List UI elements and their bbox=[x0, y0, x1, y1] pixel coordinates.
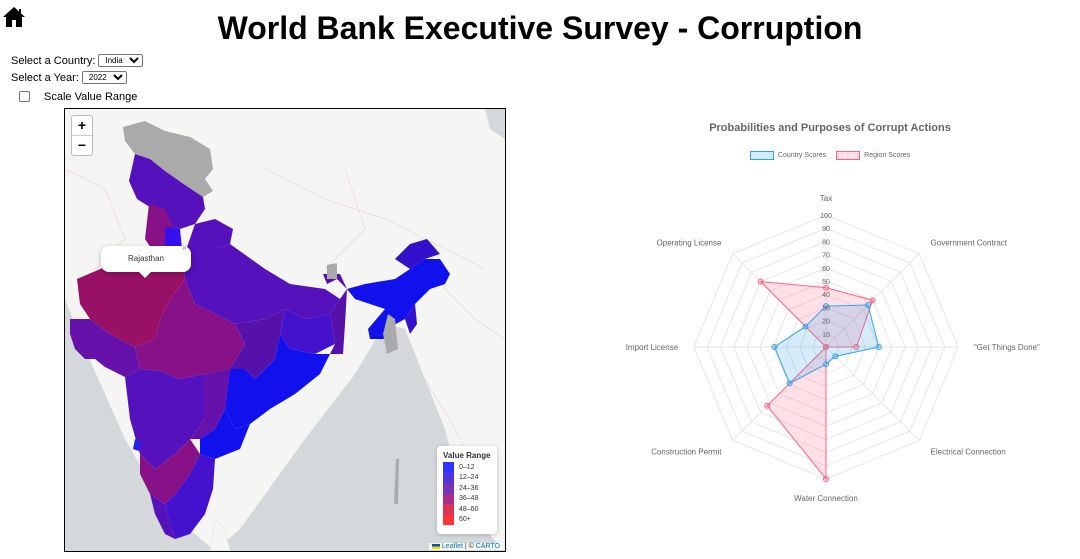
home-icon[interactable] bbox=[2, 6, 26, 28]
tick-label: 10 bbox=[822, 332, 830, 339]
state-popup: Rajasthan × bbox=[101, 243, 191, 278]
tick-label: 100 bbox=[820, 213, 832, 220]
tick-label: 60 bbox=[822, 266, 830, 273]
year-label: Select a Year: bbox=[11, 71, 79, 84]
legend-color-box bbox=[749, 151, 774, 160]
scale-value-range-checkbox[interactable] bbox=[19, 91, 30, 102]
tick-label: 90 bbox=[822, 226, 830, 233]
radar-chart: Probabilities and Purposes of Corrupt Ac… bbox=[600, 108, 1060, 554]
data-point[interactable] bbox=[823, 361, 829, 368]
legend-item: 36–48 bbox=[443, 493, 491, 504]
data-point[interactable] bbox=[786, 380, 793, 387]
data-point[interactable] bbox=[823, 344, 829, 350]
legend-label: 48–60 bbox=[459, 505, 479, 513]
popup-close-icon[interactable]: × bbox=[181, 243, 187, 253]
legend-item: 24–36 bbox=[443, 483, 491, 494]
zoom-in-button[interactable]: + bbox=[72, 116, 92, 136]
legend-label: 60+ bbox=[459, 516, 471, 524]
data-point[interactable] bbox=[771, 344, 778, 350]
controls-panel: Select a Country: India Select a Year: 2… bbox=[11, 52, 144, 105]
axis-line bbox=[825, 346, 920, 441]
country-label: Select a Country: bbox=[11, 54, 96, 67]
chart-legend-item[interactable]: Region Scores bbox=[836, 151, 910, 160]
radar-canvas[interactable]: 10 20 30 40 50 60 70 80 90 100 Tax Government Contr… bbox=[600, 108, 1060, 554]
axis-label: Tax bbox=[820, 194, 832, 203]
year-select[interactable]: 2022 bbox=[81, 71, 127, 84]
legend-item: 0–12 bbox=[443, 462, 491, 473]
page-title: World Bank Executive Survey - Corruption bbox=[217, 10, 863, 46]
axis-label: Electrical Connection bbox=[931, 448, 1006, 457]
ukraine-flag-icon bbox=[431, 543, 440, 549]
legend-swatch bbox=[443, 514, 454, 525]
data-point[interactable] bbox=[802, 323, 809, 330]
data-point[interactable] bbox=[764, 402, 771, 409]
legend-label: 12–24 bbox=[459, 474, 479, 482]
axis-label: Construction Permit bbox=[651, 448, 722, 457]
legend-label: 36–48 bbox=[459, 495, 479, 503]
data-point[interactable] bbox=[865, 301, 872, 308]
tick-label: 20 bbox=[822, 319, 830, 326]
tick-label: 30 bbox=[822, 305, 830, 312]
choropleth-map[interactable]: + − Rajasthan × Value Range 0–12 12–24 24–… bbox=[64, 108, 506, 552]
data-point[interactable] bbox=[823, 284, 829, 291]
axis-label: Operating License bbox=[657, 238, 722, 247]
legend-label: Country Scores bbox=[777, 152, 827, 159]
map-canvas[interactable] bbox=[65, 109, 505, 551]
axis-label: Water Connection bbox=[794, 494, 858, 503]
tick-label: 40 bbox=[822, 292, 830, 299]
chart-title: Probabilities and Purposes of Corrupt Ac… bbox=[709, 122, 951, 134]
series-area bbox=[759, 281, 874, 481]
leaflet-link[interactable]: Leaflet bbox=[441, 543, 463, 550]
legend-label: 0–12 bbox=[459, 463, 475, 471]
value-range-legend: Value Range 0–12 12–24 24–36 36–48 48–60 60+ bbox=[437, 446, 497, 534]
legend-item: 12–24 bbox=[443, 472, 491, 483]
legend-item: 60+ bbox=[443, 514, 491, 525]
legend-swatch bbox=[443, 472, 454, 483]
tick-label: 80 bbox=[822, 239, 830, 246]
data-point[interactable] bbox=[869, 297, 876, 304]
scale-value-range-label: Scale Value Range bbox=[44, 90, 138, 103]
legend-item: 48–60 bbox=[443, 504, 491, 515]
legend-swatch bbox=[443, 493, 454, 504]
legend-label: 24–36 bbox=[459, 484, 479, 492]
country-select[interactable]: India bbox=[98, 54, 144, 67]
legend-swatch bbox=[443, 462, 454, 473]
legend-label: Region Scores bbox=[864, 152, 911, 159]
chart-legend: Country Scores Region Scores bbox=[600, 151, 1060, 160]
zoom-out-button[interactable]: − bbox=[77, 137, 87, 153]
legend-color-box bbox=[836, 151, 861, 160]
data-point[interactable] bbox=[757, 278, 764, 285]
axis-label: Government Contract bbox=[931, 238, 1008, 247]
data-point[interactable] bbox=[853, 344, 860, 350]
tick-label: 50 bbox=[822, 279, 830, 286]
axis-label: Import License bbox=[626, 343, 679, 352]
data-point[interactable] bbox=[823, 476, 829, 482]
popup-tip bbox=[139, 272, 151, 278]
map-zoom-control: + − bbox=[71, 115, 93, 156]
tick-label: 70 bbox=[822, 253, 830, 260]
data-point[interactable] bbox=[832, 353, 839, 360]
axis-label: "Get Things Done" bbox=[974, 343, 1040, 352]
data-point[interactable] bbox=[823, 303, 829, 310]
series-area bbox=[773, 304, 880, 385]
chart-legend-item[interactable]: Country Scores bbox=[749, 151, 827, 160]
data-point[interactable] bbox=[875, 344, 882, 350]
map-attribution: Leaflet | © CARTO bbox=[428, 543, 503, 550]
carto-link[interactable]: CARTO bbox=[475, 543, 500, 550]
popup-text: Rajasthan bbox=[127, 254, 165, 263]
legend-title: Value Range bbox=[443, 451, 491, 460]
legend-swatch bbox=[443, 504, 454, 515]
legend-swatch bbox=[443, 483, 454, 494]
